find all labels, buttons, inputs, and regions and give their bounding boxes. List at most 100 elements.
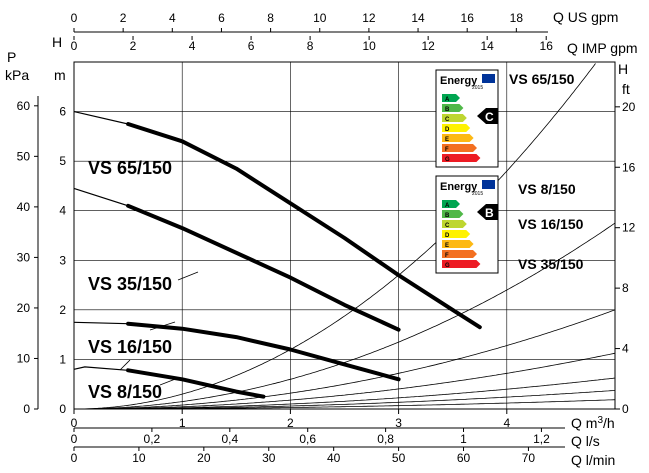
energy-bar-e	[442, 134, 474, 142]
x-tick-label-ls: 0,4	[221, 432, 238, 446]
top-tick-label-imp-gpm: 8	[307, 39, 314, 53]
x-tick-label-m3h: 3	[395, 416, 402, 430]
energy-bar-g	[442, 260, 481, 268]
x-tick-label-lmin: 40	[327, 451, 341, 465]
y-tick-label-m: 3	[59, 253, 66, 267]
x-axis-m3h-label: Q m3/h	[571, 415, 615, 431]
top-tick-label-imp-gpm: 6	[248, 39, 255, 53]
energy-bar-c	[442, 114, 467, 122]
x-tick-label-lmin: 50	[392, 451, 406, 465]
top-tick-label-us-gpm: 8	[267, 11, 274, 25]
pump-curve-working-range	[126, 321, 401, 382]
y-tick-label-kpa: 50	[17, 149, 31, 163]
system-curve	[74, 352, 616, 410]
top-tick-label-imp-gpm: 14	[481, 39, 495, 53]
energy-label-pump-vs-35-150: VS 35/150	[518, 256, 584, 272]
y-tick-label-kpa: 20	[17, 301, 31, 315]
system-curves	[74, 63, 616, 410]
curve-label-vs-35-150: VS 35/150	[88, 274, 172, 294]
curve-label-vs-8-150: VS 8/150	[88, 382, 162, 402]
y-tick-label-ft: 12	[622, 221, 636, 235]
y-left-h-label: H	[52, 34, 62, 50]
energy-bar-g	[442, 154, 481, 162]
y-left-m-unit: m	[54, 67, 66, 83]
x-tick-label-ls: 0,6	[299, 432, 316, 446]
energy-bar-letter: A	[445, 97, 450, 103]
energy-bar-letter: D	[445, 127, 450, 133]
y-tick-label-m: 1	[59, 352, 66, 366]
eu-flag-icon	[482, 180, 495, 189]
energy-bar-letter: C	[445, 117, 450, 123]
pump-curve-working-range	[126, 122, 482, 330]
energy-class-letter: C	[485, 110, 494, 124]
x-tick-label-m3h: 0	[71, 416, 78, 430]
energy-bar-e	[442, 240, 474, 248]
y-tick-label-ft: 20	[622, 100, 636, 114]
x-tick-label-m3h: 4	[503, 416, 510, 430]
energy-label-pump-vs-16-150: VS 16/150	[518, 216, 584, 232]
energy-bar-letter: F	[445, 253, 449, 259]
top-tick-label-imp-gpm: 16	[540, 39, 554, 53]
energy-label-pump-vs-8-150: VS 8/150	[518, 181, 576, 197]
energy-class-letter: B	[485, 206, 494, 220]
energy-bar-letter: F	[445, 147, 449, 153]
y-tick-label-ft: 4	[622, 342, 629, 356]
pump-curve-working-range	[126, 368, 266, 399]
top-tick-label-imp-gpm: 10	[362, 39, 376, 53]
energy-bar-letter: D	[445, 233, 450, 239]
energy-bar-letter: B	[445, 107, 450, 113]
energy-bar-letter: G	[445, 157, 450, 163]
x-axis-ls-label: Q l/s	[571, 433, 600, 449]
energy-bar-letter: E	[445, 137, 449, 143]
grid	[74, 62, 615, 409]
x-tick-label-ls: 1,2	[533, 432, 550, 446]
energy-bar-f	[442, 250, 477, 258]
top-tick-label-us-gpm: 14	[411, 11, 425, 25]
top-tick-label-us-gpm: 16	[461, 11, 475, 25]
energy-bar-letter: E	[445, 243, 449, 249]
top-tick-label-imp-gpm: 2	[130, 39, 137, 53]
top-tick-label-us-gpm: 18	[510, 11, 524, 25]
x-tick-label-lmin: 60	[457, 451, 471, 465]
energy-bar-letter: A	[445, 203, 450, 209]
y-tick-label-kpa: 0	[23, 402, 30, 416]
x-tick-label-lmin: 20	[197, 451, 211, 465]
energy-class-arrow-b	[477, 204, 498, 220]
y-left-p-label: P	[7, 49, 16, 65]
x-tick-label-ls: 0,2	[144, 432, 161, 446]
x-axis-lmin-label: Q l/min	[571, 452, 615, 468]
x-tick-label-ls: 0,8	[377, 432, 394, 446]
energy-bar-a	[442, 200, 460, 208]
energy-class-arrow-c	[477, 108, 498, 124]
energy-bar-a	[442, 94, 460, 102]
y-tick-label-m: 6	[59, 105, 66, 119]
system-curve	[74, 63, 596, 410]
y-tick-label-kpa: 10	[17, 351, 31, 365]
top-tick-label-us-gpm: 10	[313, 11, 327, 25]
eu-flag-icon	[482, 74, 495, 83]
curve-label-vs-65-150: VS 65/150	[88, 158, 172, 178]
top-tick-label-us-gpm: 4	[169, 11, 176, 25]
energy-bar-f	[442, 144, 477, 152]
pump-curve-working-range	[126, 203, 401, 332]
x-tick-label-lmin: 10	[132, 451, 146, 465]
y-tick-label-kpa: 40	[17, 200, 31, 214]
energy-label-title: Energy	[440, 181, 478, 193]
top-tick-label-us-gpm: 6	[218, 11, 225, 25]
label-leaders	[119, 271, 199, 386]
top-tick-label-imp-gpm: 4	[189, 39, 196, 53]
energy-bar-c	[442, 220, 467, 228]
x-tick-label-ls: 0	[71, 432, 78, 446]
pump-curves	[73, 111, 482, 399]
top-tick-label-imp-gpm: 12	[421, 39, 435, 53]
energy-bar-letter: G	[445, 263, 450, 269]
curve-label-vs-16-150: VS 16/150	[88, 337, 172, 357]
top-axis-imp-gpm-label: Q IMP gpm	[567, 40, 638, 56]
energy-bar-d	[442, 230, 471, 238]
y-tick-label-m: 0	[59, 402, 66, 416]
y-tick-label-kpa: 60	[17, 99, 31, 113]
x-tick-label-ls: 1	[460, 432, 467, 446]
